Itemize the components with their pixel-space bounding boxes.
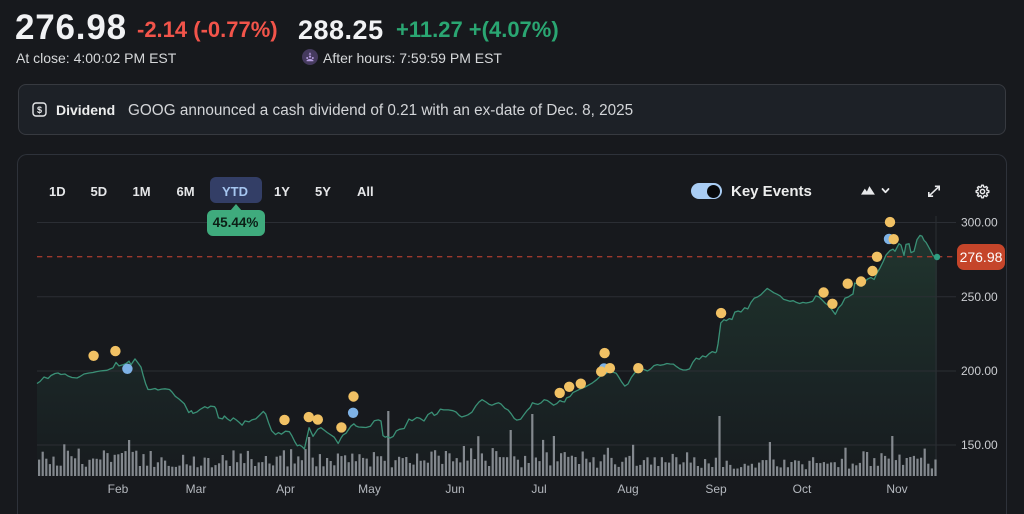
svg-text:Mar: Mar	[186, 482, 207, 496]
svg-text:$: $	[37, 105, 42, 115]
svg-text:May: May	[358, 482, 381, 496]
svg-text:Apr: Apr	[276, 482, 295, 496]
svg-text:Sep: Sep	[705, 482, 727, 496]
svg-text:Jul: Jul	[531, 482, 546, 496]
svg-text:Nov: Nov	[886, 482, 907, 496]
svg-text:200.00: 200.00	[961, 364, 998, 378]
svg-text:300.00: 300.00	[961, 216, 998, 230]
svg-text:Jun: Jun	[445, 482, 464, 496]
svg-text:150.00: 150.00	[961, 438, 998, 452]
svg-text:Feb: Feb	[108, 482, 129, 496]
svg-text:Oct: Oct	[793, 482, 812, 496]
svg-text:250.00: 250.00	[961, 290, 998, 304]
svg-text:Aug: Aug	[617, 482, 638, 496]
